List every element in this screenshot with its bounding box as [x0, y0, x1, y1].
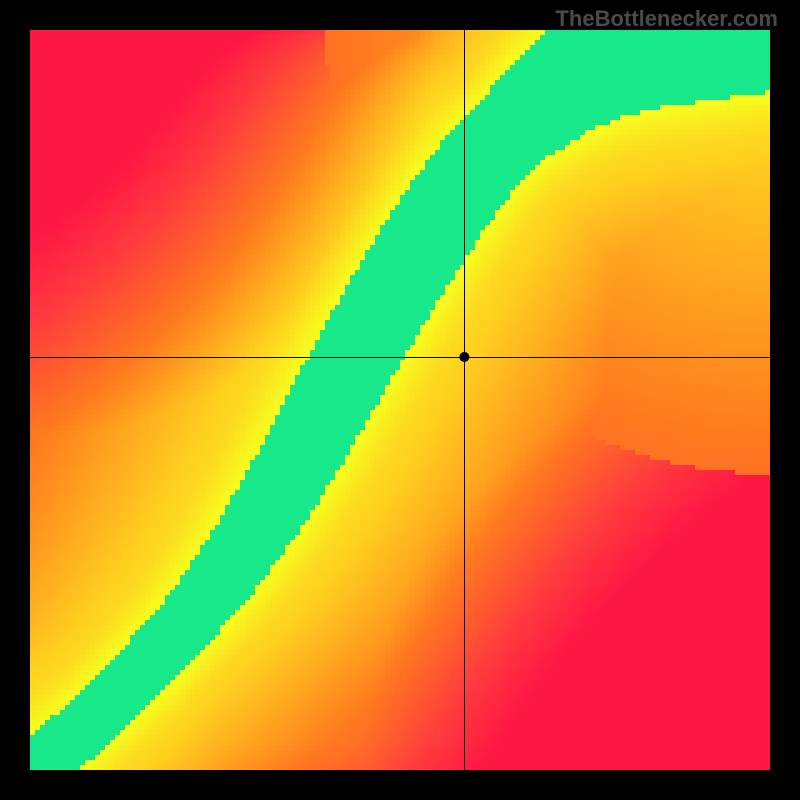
bottleneck-heatmap — [0, 0, 800, 800]
watermark-text: TheBottlenecker.com — [555, 6, 778, 32]
